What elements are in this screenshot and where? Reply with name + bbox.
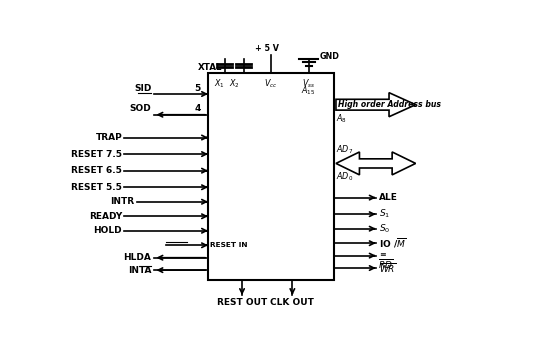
Text: RESET 6.5: RESET 6.5 xyxy=(71,166,122,175)
Text: $S_1$: $S_1$ xyxy=(379,208,391,220)
Text: TRAP: TRAP xyxy=(95,133,122,142)
Text: $AD_7$: $AD_7$ xyxy=(336,144,353,156)
Text: $\overline{WR}$: $\overline{WR}$ xyxy=(379,261,397,275)
Text: GND: GND xyxy=(319,51,339,60)
Text: INTR: INTR xyxy=(110,197,135,206)
Text: ALE: ALE xyxy=(379,193,398,202)
Text: HLDA: HLDA xyxy=(123,253,151,262)
Polygon shape xyxy=(336,152,415,175)
Text: RESET IN: RESET IN xyxy=(210,242,248,248)
Text: $\overline{RD}$: $\overline{RD}$ xyxy=(378,257,393,271)
Text: $S_0$: $S_0$ xyxy=(379,223,391,235)
Text: 4: 4 xyxy=(194,105,201,114)
Text: $V_{ss}$: $V_{ss}$ xyxy=(302,77,315,90)
Text: $V_{cc}$: $V_{cc}$ xyxy=(264,77,278,90)
Text: SID: SID xyxy=(134,84,151,93)
Bar xyxy=(208,73,334,280)
Text: IO /$\overline{M}$: IO /$\overline{M}$ xyxy=(379,237,406,250)
Text: $\equiv$: $\equiv$ xyxy=(378,249,387,258)
Polygon shape xyxy=(336,93,415,117)
Text: RESET 5.5: RESET 5.5 xyxy=(71,183,122,192)
Text: XTAL: XTAL xyxy=(198,63,223,72)
Text: $X_1$  $X_2$: $X_1$ $X_2$ xyxy=(214,77,240,90)
Text: + 5 V: + 5 V xyxy=(255,45,279,53)
Text: High order Address bus: High order Address bus xyxy=(338,100,441,109)
Text: 5: 5 xyxy=(194,84,201,93)
Text: RESET 7.5: RESET 7.5 xyxy=(71,150,122,159)
Text: REST OUT: REST OUT xyxy=(217,298,267,307)
Text: $A_8$: $A_8$ xyxy=(336,112,347,125)
Text: INTA: INTA xyxy=(128,266,151,275)
Text: $A_{15}$: $A_{15}$ xyxy=(301,84,316,97)
Text: CLK OUT: CLK OUT xyxy=(270,298,314,307)
Text: HOLD: HOLD xyxy=(94,226,122,235)
Text: READY: READY xyxy=(89,212,122,221)
Text: $AD_0$: $AD_0$ xyxy=(336,171,353,183)
Text: SOD: SOD xyxy=(130,105,151,114)
